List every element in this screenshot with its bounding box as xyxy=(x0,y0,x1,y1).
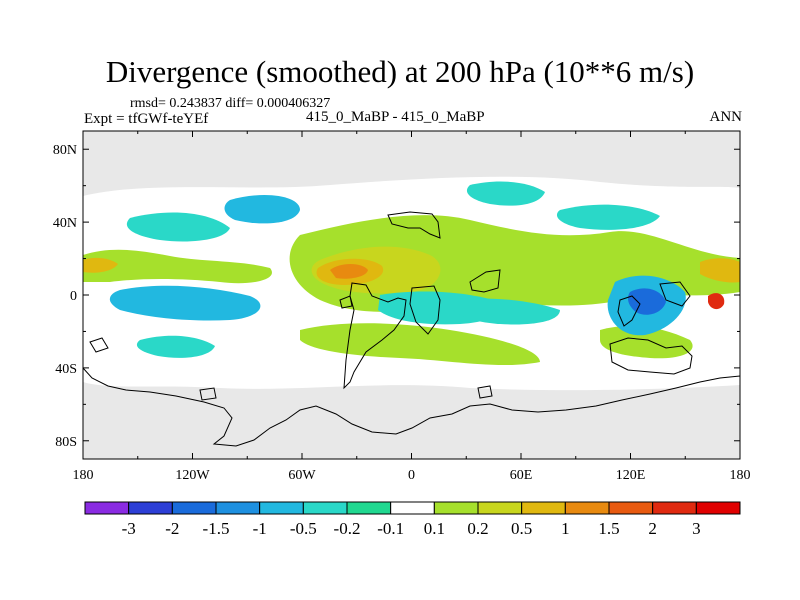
divergence-field xyxy=(83,176,740,391)
season-label: ANN xyxy=(709,109,743,125)
field-negative-north-4 xyxy=(556,204,660,230)
colorbar-swatch xyxy=(302,501,348,515)
colorbar-label: 1.5 xyxy=(598,519,619,538)
experiment-label: Expt = tfGWf-teYEf xyxy=(84,111,209,127)
x-tick-label: 0 xyxy=(408,468,415,483)
y-tick-label: 0 xyxy=(70,289,77,304)
colorbar-swatch xyxy=(346,501,392,515)
y-tick-label: 80N xyxy=(53,143,77,158)
field-negative-north-3 xyxy=(466,181,545,206)
field-negative-north-2 xyxy=(126,212,230,242)
colorbar-label: -1.5 xyxy=(203,519,230,538)
field-negative-north xyxy=(224,195,300,224)
coastlines xyxy=(83,211,740,459)
colorbar-label: 3 xyxy=(692,519,701,538)
x-tick-label: 180 xyxy=(73,468,94,483)
colorbar-label: 0.2 xyxy=(467,519,488,538)
colorbar-label: -2 xyxy=(165,519,179,538)
colorbar-swatch xyxy=(259,501,304,515)
coastline-indonesia xyxy=(617,281,691,327)
colorbar-swatch xyxy=(390,501,435,515)
coastline-australia xyxy=(609,337,693,375)
x-tick-label: 120E xyxy=(616,468,646,483)
y-tick-label: 40S xyxy=(55,362,77,377)
field-negative-tropics-west xyxy=(109,285,261,321)
x-tick-label: 60W xyxy=(288,468,316,483)
colorbar-label: 0.5 xyxy=(511,519,532,538)
field-positive-west xyxy=(83,249,272,284)
colorbar-swatch xyxy=(564,501,610,515)
case-label: 415_0_MaBP - 415_0_MaBP xyxy=(306,109,485,125)
coastline-south-america xyxy=(343,282,407,390)
field-negative-south-2 xyxy=(449,298,560,325)
field-negative-south xyxy=(136,335,215,358)
axis-ticks: 180 120W 60W 0 60E 120E 180 80N 40N 0 40S 80S xyxy=(53,131,751,483)
stats-label: rmsd= 0.243837 diff= 0.000406327 xyxy=(130,96,331,111)
field-positive-south xyxy=(300,323,540,366)
field-positive-east xyxy=(700,258,740,283)
coastline-north-america xyxy=(387,211,441,239)
field-positive-se xyxy=(600,325,693,359)
colorbar-label: -0.2 xyxy=(334,519,361,538)
field-positive-se-red xyxy=(708,293,725,310)
y-tick-label: 40N xyxy=(53,216,77,231)
colorbar-label: -0.1 xyxy=(377,519,404,538)
x-tick-label: 180 xyxy=(730,468,751,483)
colorbar-swatch xyxy=(477,501,523,515)
x-tick-label: 120W xyxy=(175,468,210,483)
colorbar-label: 0.1 xyxy=(424,519,445,538)
colorbar-swatch xyxy=(695,501,741,515)
field-positive-west-core xyxy=(83,257,118,273)
colorbar-label: -3 xyxy=(122,519,136,538)
coastline-islands xyxy=(89,295,493,401)
colorbar-swatch xyxy=(433,501,479,515)
colorbar-swatch xyxy=(171,501,217,515)
colorbar-label: 1 xyxy=(561,519,570,538)
coastline-antarctica xyxy=(83,367,740,459)
colorbar-swatch xyxy=(521,501,566,515)
coastline-africa xyxy=(409,285,441,335)
plot-title: Divergence (smoothed) at 200 hPa (10**6 … xyxy=(105,54,695,89)
y-tick-label: 80S xyxy=(55,435,77,450)
colorbar: -3 -2 -1.5 -1 -0.5 -0.2 -0.1 0.1 0.2 0.5 1 1.5 2 3 xyxy=(84,501,741,538)
colorbar-label: -0.5 xyxy=(290,519,317,538)
colorbar-swatch xyxy=(215,501,261,515)
colorbar-swatch xyxy=(84,501,130,515)
colorbar-swatch xyxy=(652,501,697,515)
colorbar-swatch xyxy=(608,501,654,515)
field-positive-peak xyxy=(330,264,368,279)
coastline-asia xyxy=(469,269,501,293)
colorbar-swatch xyxy=(128,501,173,515)
colorbar-label: -1 xyxy=(253,519,267,538)
x-tick-label: 60E xyxy=(510,468,533,483)
colorbar-label: 2 xyxy=(648,519,657,538)
